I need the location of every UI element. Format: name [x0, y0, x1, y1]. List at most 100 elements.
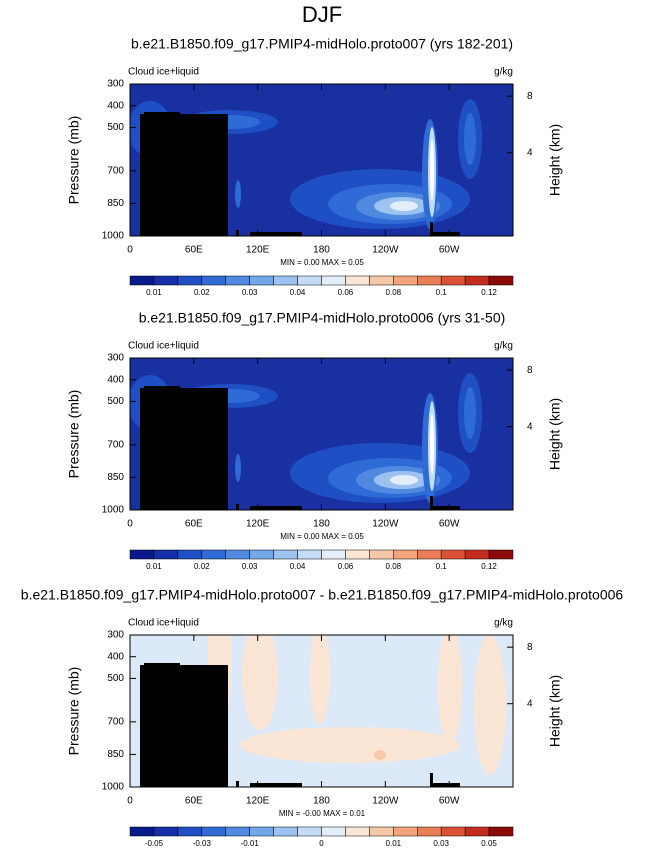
contour-fill	[464, 113, 476, 165]
colorbar-label: 0.01	[146, 288, 162, 297]
y2-tick-label: 4	[527, 698, 533, 709]
colorbar-box	[249, 549, 274, 560]
x-tick-label: 60W	[439, 796, 460, 807]
x-tick-label: 60W	[439, 519, 460, 530]
colorbar-box	[345, 826, 370, 837]
topography	[430, 496, 433, 510]
colorbar-label: 0.04	[290, 288, 306, 297]
y2-axis-label: Height (km)	[547, 675, 563, 747]
contour-field	[130, 358, 513, 510]
colorbar-box	[464, 549, 490, 560]
left-label: Cloud ice+liquid	[128, 341, 199, 352]
colorbar-box	[297, 826, 322, 837]
y-tick-label: 400	[107, 374, 124, 385]
y-tick-label: 1000	[102, 505, 125, 516]
y-tick-label: 300	[107, 353, 124, 364]
topography	[236, 230, 239, 236]
topography	[250, 232, 302, 236]
colorbar-label: 0.04	[290, 562, 306, 571]
topography	[236, 504, 239, 510]
colorbar-label: 0.02	[194, 562, 210, 571]
colorbar-box	[440, 826, 466, 837]
colorbar-label: -0.03	[193, 839, 212, 848]
contour-field	[130, 84, 513, 236]
y2-axis-label: Height (km)	[547, 398, 563, 470]
left-label: Cloud ice+liquid	[128, 67, 199, 78]
topography	[432, 783, 460, 787]
topography	[432, 506, 460, 510]
y-tick-label: 700	[107, 165, 124, 176]
colorbar-box	[153, 275, 179, 286]
colorbar-box	[321, 275, 346, 286]
topography	[152, 677, 166, 787]
contour-fill	[242, 635, 278, 730]
colorbar-box	[417, 275, 442, 286]
colorbar-box	[297, 275, 322, 286]
y-tick-label: 400	[107, 651, 124, 662]
colorbar-box	[369, 549, 394, 560]
y-tick-label: 1000	[102, 231, 125, 242]
topography	[152, 400, 166, 510]
topography	[430, 773, 433, 787]
colorbar-box	[153, 826, 179, 837]
y-tick-label: 850	[107, 749, 124, 760]
colorbar-box	[273, 826, 298, 837]
y-tick-label: 400	[107, 100, 124, 111]
x-tick-label: 120E	[246, 245, 270, 256]
right-label: g/kg	[494, 618, 513, 629]
y-tick-label: 850	[107, 198, 124, 209]
colorbar-box	[201, 549, 226, 560]
x-tick-label: 0	[127, 796, 133, 807]
stats: MIN = 0.00 MAX = 0.05	[280, 258, 364, 267]
stats: MIN = -0.00 MAX = 0.01	[279, 809, 366, 818]
y2-tick-label: 4	[527, 147, 533, 158]
colorbar-label: -0.05	[145, 839, 164, 848]
x-tick-label: 120W	[372, 245, 399, 256]
x-tick-label: 120E	[246, 796, 270, 807]
topography	[430, 222, 433, 236]
panel-title: b.e21.B1850.f09_g17.PMIP4-midHolo.proto0…	[139, 310, 506, 326]
x-tick-label: 120E	[246, 519, 270, 530]
panel-title: b.e21.B1850.f09_g17.PMIP4-midHolo.proto0…	[131, 36, 513, 52]
panel-title: b.e21.B1850.f09_g17.PMIP4-midHolo.proto0…	[21, 587, 624, 603]
colorbar-box	[488, 826, 514, 837]
colorbar-label: 0.12	[481, 562, 497, 571]
contour-fill	[430, 140, 434, 200]
colorbar-box	[225, 275, 250, 286]
topography	[236, 781, 239, 787]
contour-fill	[235, 180, 241, 208]
y2-tick-label: 4	[527, 421, 533, 432]
contour-fill	[235, 454, 241, 482]
colorbar-box	[153, 549, 179, 560]
contour-fill	[390, 475, 418, 485]
x-tick-label: 60W	[439, 245, 460, 256]
y-tick-label: 300	[107, 630, 124, 641]
x-tick-label: 120W	[372, 519, 399, 530]
colorbar-box	[129, 549, 155, 560]
x-tick-label: 180	[313, 796, 330, 807]
colorbar-box	[177, 549, 203, 560]
x-tick-label: 60E	[185, 796, 203, 807]
figure-title: DJF	[302, 2, 342, 27]
colorbar-box	[464, 826, 490, 837]
contour-fill	[390, 201, 418, 211]
contour-fill	[474, 635, 506, 775]
y-tick-label: 700	[107, 716, 124, 727]
x-tick-label: 180	[313, 519, 330, 530]
colorbar-label: 0.12	[481, 288, 497, 297]
colorbar-box	[393, 275, 418, 286]
topography	[152, 126, 166, 236]
contour-fill	[430, 414, 434, 474]
colorbar-box	[417, 549, 442, 560]
contour-fill	[240, 727, 460, 763]
colorbar-box	[225, 549, 250, 560]
contour-fill	[310, 635, 330, 725]
colorbar-box	[488, 275, 514, 286]
colorbar-label: 0.01	[386, 839, 402, 848]
colorbar-box	[345, 275, 370, 286]
colorbar-label: 0.02	[194, 288, 210, 297]
colorbar-box	[464, 275, 490, 286]
y-tick-label: 700	[107, 439, 124, 450]
y2-tick-label: 8	[527, 91, 533, 102]
